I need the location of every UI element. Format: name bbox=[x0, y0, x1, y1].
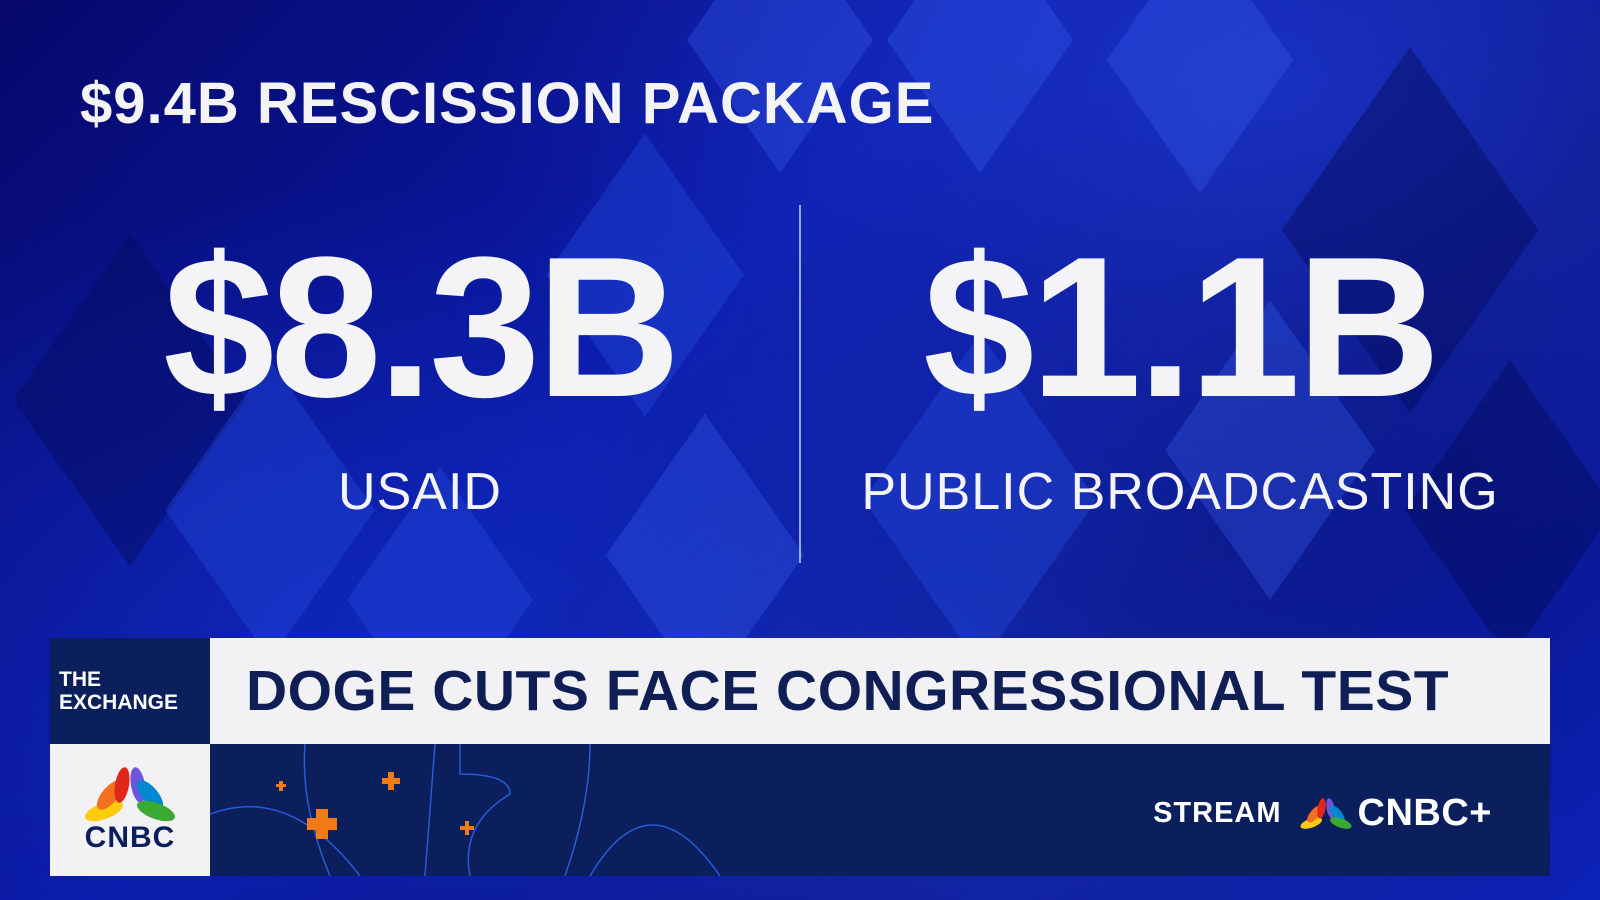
stream-brand: CNBC+ bbox=[1357, 792, 1492, 834]
peacock-icon bbox=[85, 767, 175, 822]
news-headline: DOGE CUTS FACE CONGRESSIONAL TEST bbox=[210, 638, 1550, 744]
stat-label: USAID bbox=[338, 463, 502, 521]
stream-label: STREAM bbox=[1153, 797, 1282, 829]
decorative-strip: STREAM CNBC+ bbox=[210, 744, 1550, 876]
show-name-line2: EXCHANGE bbox=[59, 691, 179, 714]
show-name: THE EXCHANGE bbox=[50, 638, 210, 744]
stat-label: PUBLIC BROADCASTING bbox=[861, 463, 1499, 521]
plus-icon bbox=[388, 772, 394, 790]
cnbc-logo: CNBC bbox=[50, 744, 210, 876]
stat-public-broadcasting: $1.1B PUBLIC BROADCASTING bbox=[820, 228, 1540, 522]
cnbc-logo-text: CNBC bbox=[84, 821, 176, 854]
plus-icon bbox=[316, 809, 328, 839]
plus-icon bbox=[279, 781, 283, 791]
plus-icon bbox=[465, 821, 469, 835]
headline-text: DOGE CUTS FACE CONGRESSIONAL TEST bbox=[246, 659, 1450, 723]
stat-divider bbox=[799, 205, 801, 563]
stream-promo: STREAM CNBC+ bbox=[1153, 792, 1492, 835]
show-name-line1: THE bbox=[59, 668, 101, 691]
stat-value: $1.1B bbox=[923, 216, 1441, 439]
peacock-icon bbox=[1300, 797, 1352, 829]
stat-value: $8.3B bbox=[163, 216, 681, 439]
decorative-lines bbox=[210, 744, 721, 876]
graphic-title: $9.4B RESCISSION PACKAGE bbox=[80, 71, 935, 136]
lower-third: THE EXCHANGE DOGE CUTS FACE CONGRESSIONA… bbox=[50, 638, 1550, 876]
stat-usaid: $8.3B USAID bbox=[90, 228, 750, 522]
